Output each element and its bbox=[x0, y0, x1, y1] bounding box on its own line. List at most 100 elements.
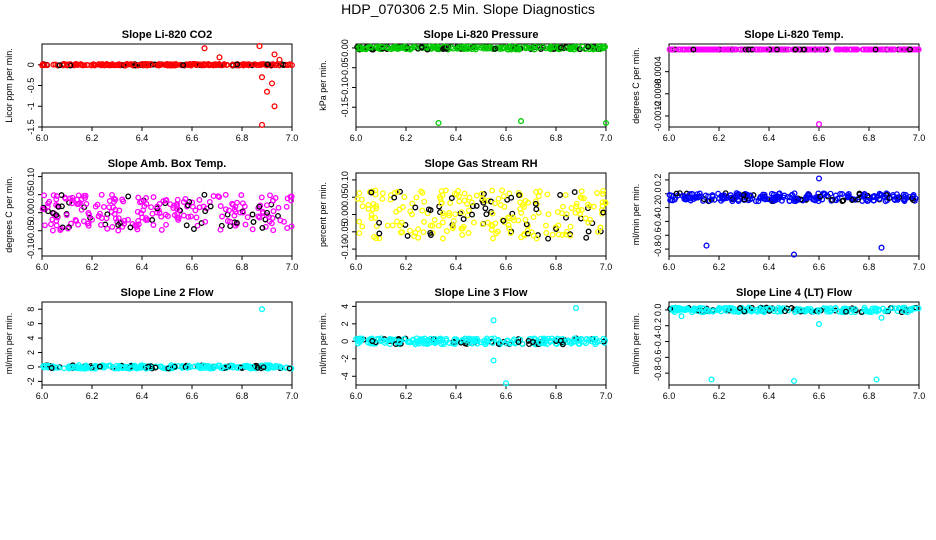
y-tick-label: -0.8 bbox=[653, 365, 663, 381]
data-point bbox=[137, 199, 143, 206]
data-point bbox=[455, 193, 462, 200]
data-point bbox=[465, 230, 472, 236]
data-point bbox=[270, 227, 277, 234]
data-point bbox=[41, 62, 48, 69]
outlier-point bbox=[790, 377, 798, 385]
x-tick-label: 6.8 bbox=[236, 133, 249, 143]
chart-title: Slope Line 4 (LT) Flow bbox=[736, 287, 852, 299]
data-point bbox=[435, 222, 442, 229]
data-point bbox=[720, 46, 727, 53]
data-point bbox=[559, 341, 566, 348]
data-point bbox=[230, 201, 237, 208]
data-point bbox=[715, 190, 722, 197]
data-point bbox=[765, 196, 772, 203]
data-point bbox=[703, 306, 710, 313]
data-point bbox=[55, 364, 62, 371]
data-point bbox=[368, 189, 375, 196]
data-point bbox=[409, 200, 416, 207]
y-tick-label: -0.05 bbox=[340, 57, 350, 78]
data-point bbox=[483, 211, 490, 218]
outlier-point bbox=[201, 45, 208, 52]
data-point bbox=[497, 44, 504, 51]
data-point bbox=[859, 46, 866, 53]
data-point bbox=[55, 203, 62, 210]
data-point bbox=[418, 188, 424, 195]
plot-frame bbox=[41, 43, 293, 128]
chart-panel: Slope Line 2 Flow ml/min per min. 6.0 6.2 6.… bbox=[4, 287, 298, 401]
data-point bbox=[602, 199, 609, 206]
data-point bbox=[567, 232, 574, 239]
data-point bbox=[373, 205, 380, 212]
data-point bbox=[600, 187, 607, 194]
data-point bbox=[752, 198, 759, 205]
x-tick-label: 6.6 bbox=[813, 391, 826, 401]
data-point bbox=[716, 305, 723, 312]
data-point bbox=[675, 307, 682, 314]
data-point bbox=[150, 194, 157, 201]
data-point bbox=[109, 223, 116, 230]
data-point bbox=[127, 224, 134, 231]
data-point bbox=[135, 364, 142, 371]
data-point bbox=[78, 364, 85, 370]
data-point bbox=[143, 217, 150, 224]
data-point bbox=[452, 211, 459, 218]
x-tick-label: 6.4 bbox=[763, 391, 776, 401]
data-point bbox=[439, 235, 446, 242]
data-point bbox=[907, 46, 913, 53]
data-point bbox=[588, 338, 595, 345]
data-point bbox=[285, 62, 292, 68]
data-point bbox=[122, 62, 129, 69]
data-point bbox=[792, 46, 799, 53]
data-point bbox=[174, 211, 181, 217]
data-point bbox=[368, 215, 375, 222]
x-tick-label: 6.0 bbox=[36, 391, 49, 401]
data-point bbox=[863, 46, 869, 53]
data-point bbox=[837, 190, 844, 197]
data-point bbox=[489, 210, 496, 217]
x-tick-label: 7.0 bbox=[600, 391, 613, 401]
data-point bbox=[156, 210, 163, 216]
data-point bbox=[148, 204, 155, 211]
y-tick-label: -1 bbox=[26, 102, 36, 110]
data-point bbox=[53, 212, 60, 219]
chart-panel: Slope Sample Flow ml/min per min. 6.0 6.2 6.… bbox=[631, 158, 925, 272]
data-point bbox=[80, 218, 87, 225]
data-point bbox=[705, 193, 712, 200]
data-point bbox=[712, 46, 719, 53]
outlier-point bbox=[602, 119, 610, 127]
y-tick-label: -0.15 bbox=[340, 97, 350, 118]
y-tick-label: 0.00 bbox=[340, 39, 350, 57]
data-point bbox=[795, 307, 801, 314]
data-point bbox=[509, 210, 516, 217]
data-point bbox=[461, 43, 468, 50]
data-point bbox=[885, 46, 892, 53]
data-point bbox=[135, 217, 142, 224]
data-point bbox=[557, 192, 564, 198]
data-point bbox=[474, 43, 481, 50]
outlier-point bbox=[815, 121, 823, 128]
data-point bbox=[745, 304, 752, 311]
data-points bbox=[667, 304, 922, 385]
data-point bbox=[522, 216, 529, 223]
data-point bbox=[762, 196, 769, 203]
data-point bbox=[284, 225, 291, 232]
chart-title: Slope Line 3 Flow bbox=[435, 287, 528, 299]
y-tick-label: -0.2 bbox=[653, 318, 663, 334]
data-point bbox=[473, 202, 480, 209]
data-point bbox=[100, 203, 107, 210]
data-point bbox=[600, 335, 607, 342]
data-point bbox=[53, 217, 60, 224]
data-point bbox=[524, 222, 531, 229]
data-point bbox=[206, 62, 212, 69]
x-tick-label: 6.4 bbox=[763, 133, 776, 143]
data-point bbox=[157, 61, 164, 68]
data-point bbox=[564, 339, 571, 346]
data-point bbox=[726, 46, 733, 53]
y-tick-label: 4 bbox=[340, 304, 350, 309]
data-point bbox=[195, 362, 201, 369]
data-point bbox=[397, 229, 404, 236]
data-point bbox=[415, 226, 422, 233]
y-tick-label: 0 bbox=[26, 364, 36, 369]
data-point bbox=[489, 187, 496, 194]
x-tick-label: 6.2 bbox=[86, 133, 99, 143]
